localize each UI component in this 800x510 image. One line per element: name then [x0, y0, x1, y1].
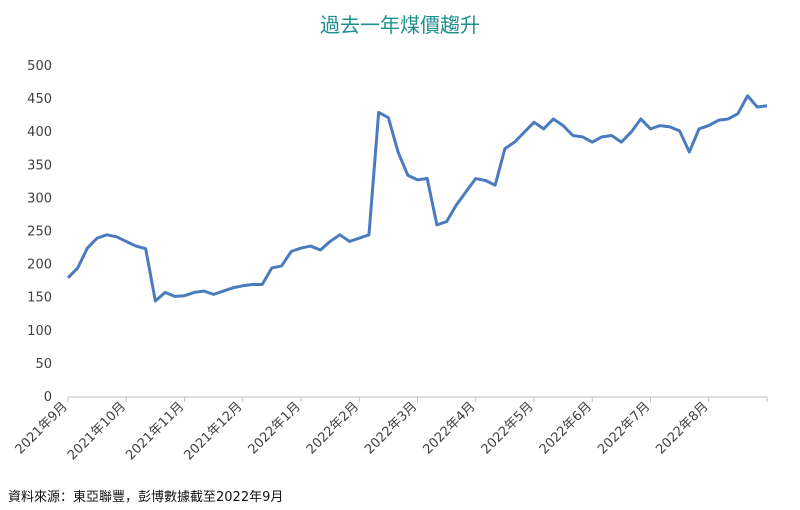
y-tick-label: 0: [44, 390, 52, 405]
y-tick-label: 450: [27, 92, 52, 107]
x-tick-label: 2022年5月: [479, 399, 537, 457]
x-tick-label: 2021年11月: [123, 399, 187, 463]
x-tick-label: 2021年9月: [13, 399, 71, 457]
y-tick-label: 100: [27, 324, 52, 339]
data-line: [66, 94, 768, 303]
y-tick-label: 250: [27, 225, 52, 240]
x-tick-label: 2022年1月: [246, 399, 304, 457]
x-tick-label: 2021年10月: [65, 399, 129, 463]
x-tick-label: 2021年12月: [181, 399, 245, 463]
y-tick-label: 350: [27, 158, 52, 173]
x-tick-label: 2022年2月: [304, 399, 362, 457]
y-tick-label: 200: [27, 258, 52, 273]
x-tick-label: 2022年7月: [595, 399, 653, 457]
y-tick-label: 150: [27, 291, 52, 306]
source-note: 資料來源：東亞聯豐，彭博數據截至2022年9月: [8, 490, 284, 505]
x-tick-label: 2022年6月: [537, 399, 595, 457]
x-tick-label: 2022年8月: [653, 399, 711, 457]
y-tick-label: 400: [27, 125, 52, 140]
chart-title: 過去一年煤價趨升: [320, 13, 480, 37]
x-tick-label: 2022年3月: [362, 399, 420, 457]
y-tick-label: 300: [27, 191, 52, 206]
x-tick-label: 2022年4月: [420, 399, 478, 457]
chart: 過去一年煤價趨升 0 50 100 150 200 250 300 350 400 450 500 2…: [13, 13, 768, 463]
y-tick-label: 500: [27, 59, 52, 74]
y-tick-label: 50: [35, 357, 52, 372]
